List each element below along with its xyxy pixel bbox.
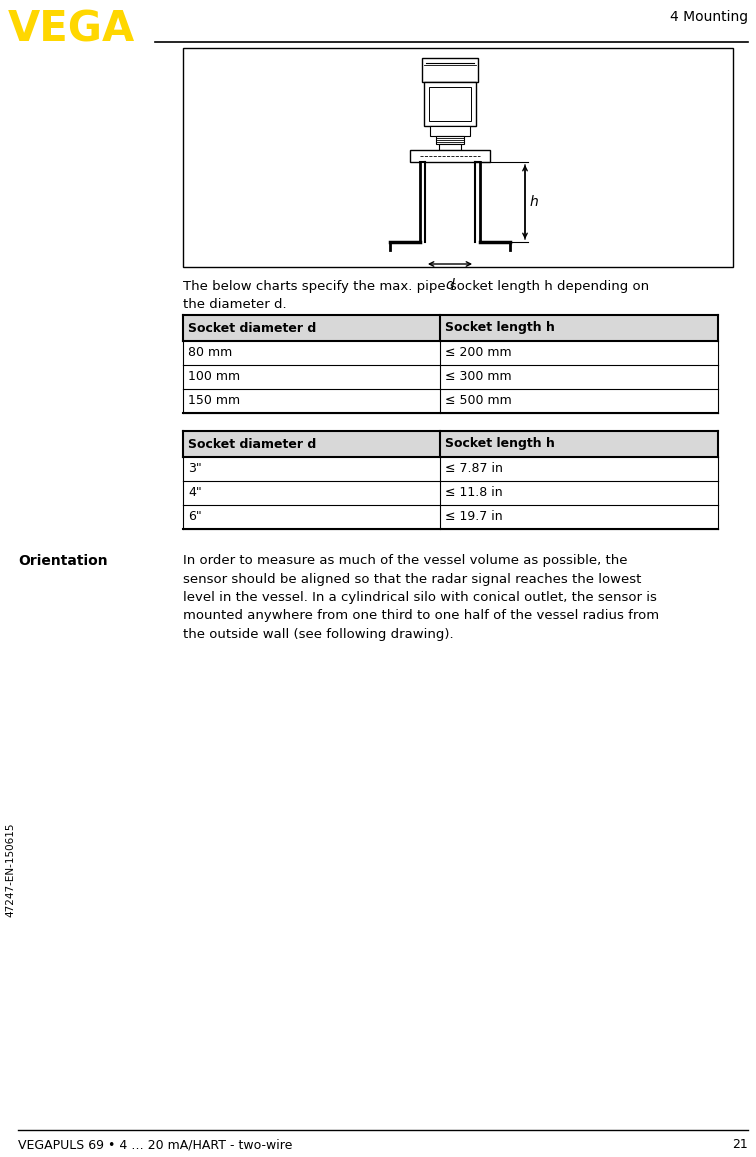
Bar [424,82,476,126]
Bar [439,143,461,150]
Text: d: d [445,278,454,292]
Text: ≤ 19.7 in: ≤ 19.7 in [445,510,503,523]
Text: 150 mm: 150 mm [188,395,240,407]
Text: In order to measure as much of the vessel volume as possible, the
sensor should : In order to measure as much of the vesse… [183,554,659,641]
Text: Orientation: Orientation [18,554,107,568]
Text: Socket length h: Socket length h [445,322,555,334]
Text: ≤ 500 mm: ≤ 500 mm [445,395,512,407]
Bar [429,87,471,121]
Text: Socket length h: Socket length h [445,437,555,450]
Bar [420,162,425,242]
Text: ≤ 7.87 in: ≤ 7.87 in [445,463,503,476]
Bar [183,47,733,267]
Bar [422,58,478,82]
Text: VEGA: VEGA [8,8,135,50]
Bar [430,126,470,137]
Text: 4 Mounting: 4 Mounting [670,10,748,24]
Text: Socket diameter d: Socket diameter d [188,437,316,450]
Text: 47247-EN-150615: 47247-EN-150615 [5,823,15,918]
Text: ≤ 11.8 in: ≤ 11.8 in [445,486,503,500]
Text: 21: 21 [733,1138,748,1151]
Bar [410,150,490,162]
Text: VEGAPULS 69 • 4 … 20 mA/HART - two-wire: VEGAPULS 69 • 4 … 20 mA/HART - two-wire [18,1138,293,1151]
Bar [436,137,464,143]
Text: ≤ 300 mm: ≤ 300 mm [445,370,512,383]
Text: h: h [530,196,539,209]
Text: 3": 3" [188,463,202,476]
Bar [183,315,718,341]
Bar [183,432,718,457]
Text: 80 mm: 80 mm [188,346,232,360]
Text: Socket diameter d: Socket diameter d [188,322,316,334]
Text: The below charts specify the max. pipe socket length h depending on
the diameter: The below charts specify the max. pipe s… [183,280,649,311]
Text: 6": 6" [188,510,202,523]
Text: 100 mm: 100 mm [188,370,240,383]
Text: ≤ 200 mm: ≤ 200 mm [445,346,512,360]
Text: 4": 4" [188,486,202,500]
